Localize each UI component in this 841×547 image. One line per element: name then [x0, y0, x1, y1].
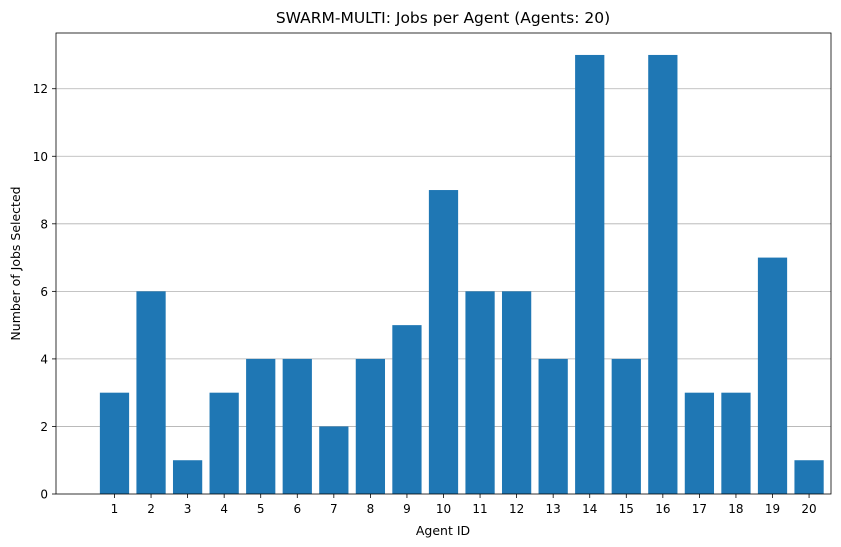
x-tick-label: 10 — [436, 502, 451, 516]
x-tick-label: 13 — [546, 502, 561, 516]
bar-agent-2 — [136, 291, 166, 494]
bar-agent-11 — [465, 291, 495, 494]
bar-agent-13 — [538, 358, 568, 494]
y-tick-label: 12 — [33, 82, 48, 96]
x-tick-label: 7 — [330, 502, 338, 516]
x-tick-label: 3 — [184, 502, 192, 516]
bar-agent-15 — [611, 358, 641, 494]
chart-title: SWARM-MULTI: Jobs per Agent (Agents: 20) — [276, 9, 610, 27]
bar-agent-19 — [757, 257, 788, 494]
y-tick-label: 4 — [40, 352, 48, 366]
bar-agent-8 — [355, 358, 386, 494]
x-tick-label: 6 — [293, 502, 301, 516]
x-tick-label: 19 — [765, 502, 780, 516]
x-tick-label: 18 — [728, 502, 743, 516]
y-tick-label: 10 — [33, 150, 48, 164]
bar-agent-17 — [684, 392, 715, 494]
x-tick-label: 5 — [257, 502, 265, 516]
y-tick-label: 2 — [40, 420, 48, 434]
bar-agent-4 — [209, 392, 239, 494]
x-axis-ticks: 1 2 3 4 5 6 7 8 9 10 11 12 13 14 15 16 17 18 19 20 — [111, 494, 817, 516]
bar-agent-5 — [246, 358, 276, 494]
x-tick-label: 1 — [111, 502, 119, 516]
bar-agent-12 — [501, 291, 532, 494]
x-tick-label: 15 — [619, 502, 634, 516]
x-tick-label: 2 — [147, 502, 155, 516]
bar-agent-6 — [282, 358, 312, 494]
bar-agent-20 — [794, 460, 824, 494]
x-tick-label: 4 — [220, 502, 228, 516]
x-tick-label: 12 — [509, 502, 524, 516]
bar-agent-10 — [428, 190, 459, 495]
x-tick-label: 11 — [472, 502, 487, 516]
x-tick-label: 14 — [582, 502, 597, 516]
x-tick-label: 16 — [655, 502, 670, 516]
bar-agent-14 — [575, 54, 605, 494]
bar-agent-16 — [648, 54, 678, 494]
bar-agent-7 — [319, 426, 349, 494]
bar-agent-3 — [172, 460, 203, 494]
bar-agent-1 — [99, 392, 130, 494]
bar-agent-9 — [392, 325, 422, 494]
bar-agent-18 — [721, 392, 751, 494]
x-tick-label: 9 — [403, 502, 411, 516]
x-axis-label: Agent ID — [416, 523, 470, 538]
y-axis-label: Number of Jobs Selected — [8, 186, 23, 340]
bars — [99, 54, 824, 495]
x-tick-label: 20 — [801, 502, 816, 516]
x-tick-label: 17 — [692, 502, 707, 516]
y-tick-label: 0 — [40, 488, 48, 502]
y-axis-ticks: 0 2 4 6 8 10 12 — [33, 82, 56, 502]
y-tick-label: 6 — [40, 285, 48, 299]
x-tick-label: 8 — [367, 502, 375, 516]
y-tick-label: 8 — [40, 217, 48, 231]
